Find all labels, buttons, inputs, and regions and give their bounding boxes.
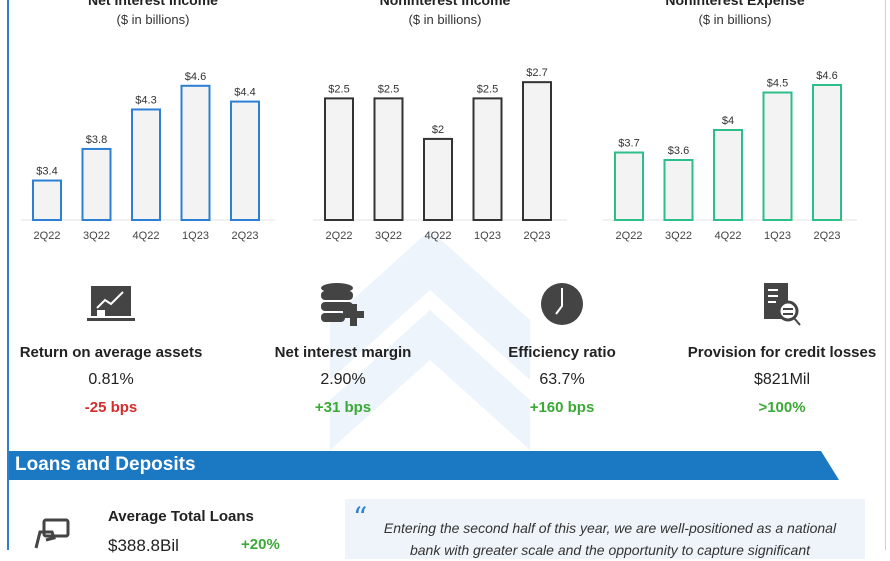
metric-value: 0.81% bbox=[88, 371, 134, 388]
x-tick-label: 1Q23 bbox=[474, 230, 501, 242]
bar bbox=[81, 147, 112, 222]
x-tick-label: 1Q23 bbox=[182, 230, 209, 242]
x-tick-label: 2Q22 bbox=[326, 230, 353, 242]
clock-icon bbox=[541, 283, 583, 325]
bar bbox=[762, 91, 793, 221]
document-search-icon bbox=[764, 283, 801, 326]
bar bbox=[373, 97, 404, 221]
bar bbox=[663, 159, 694, 221]
data-label: $2.7 bbox=[526, 67, 547, 79]
metric-value: 2.90% bbox=[320, 371, 366, 388]
data-label: $4 bbox=[722, 115, 734, 127]
left-border bbox=[7, 0, 9, 550]
x-tick-label: 4Q22 bbox=[133, 230, 160, 242]
data-label: $2 bbox=[432, 124, 444, 136]
bar bbox=[614, 151, 644, 221]
bar bbox=[230, 100, 260, 221]
metric-return-on-average-assets: Return on average assets 0.81% -25 bps bbox=[6, 280, 216, 416]
x-tick-label: 2Q23 bbox=[524, 230, 551, 242]
right-border bbox=[885, 0, 886, 550]
section-title: Loans and Deposits bbox=[15, 454, 196, 475]
metric-change: -25 bps bbox=[84, 399, 138, 416]
data-label: $2.5 bbox=[328, 83, 349, 95]
bar bbox=[713, 129, 743, 221]
bar bbox=[32, 179, 62, 222]
chart-title: Net Interest Income bbox=[88, 0, 218, 8]
data-label: $3.8 bbox=[86, 134, 107, 146]
chart-title: Noninterest Income bbox=[379, 0, 511, 8]
metric-label: Efficiency ratio bbox=[508, 344, 616, 361]
x-tick-label: 4Q22 bbox=[425, 230, 452, 242]
x-tick-label: 2Q22 bbox=[34, 230, 61, 242]
section-banner: Loans and Deposits bbox=[9, 451, 839, 480]
data-label: $4.5 bbox=[767, 78, 788, 90]
bar bbox=[131, 108, 161, 221]
bar bbox=[472, 97, 503, 221]
metric-label: Provision for credit losses bbox=[687, 344, 877, 361]
metric-label: Net interest margin bbox=[274, 344, 412, 361]
chart-board-icon bbox=[87, 286, 135, 321]
x-tick-label: 1Q23 bbox=[764, 230, 791, 242]
bar bbox=[423, 137, 453, 221]
x-tick-label: 3Q22 bbox=[375, 230, 402, 242]
metric-value: 63.7% bbox=[539, 371, 585, 388]
metric-label: Return on average assets bbox=[19, 344, 203, 361]
loan-change: +20% bbox=[241, 536, 280, 553]
metric-change: +160 bps bbox=[529, 399, 595, 416]
data-label: $3.4 bbox=[36, 166, 57, 178]
bar bbox=[812, 84, 842, 221]
data-label: $3.6 bbox=[668, 145, 689, 157]
metric-provision-credit-losses: Provision for credit losses $821Mil >100… bbox=[677, 280, 887, 416]
metric-change: >100% bbox=[758, 399, 806, 416]
chart-noninterest-expense: Noninterest Expense ($ in billions) $3.7… bbox=[595, 0, 875, 250]
quote-line: Entering the second half of this year, w… bbox=[383, 520, 837, 536]
metric-value: $821Mil bbox=[753, 371, 811, 388]
chart-subtitle: ($ in billions) bbox=[408, 12, 482, 27]
chart-subtitle: ($ in billions) bbox=[698, 12, 772, 27]
loan-value: $388.8Bil bbox=[108, 536, 179, 555]
bar bbox=[324, 97, 354, 221]
chart-title: Noninterest Expense bbox=[665, 0, 805, 8]
x-tick-label: 2Q22 bbox=[616, 230, 643, 242]
average-total-loans: Average Total Loans $388.8Bil +20% bbox=[108, 508, 280, 555]
quote-mark-icon: “ bbox=[353, 501, 368, 534]
metric-net-interest-margin: Net interest margin 2.90% +31 bps bbox=[238, 280, 448, 416]
data-label: $4.6 bbox=[816, 70, 837, 82]
data-label: $2.5 bbox=[378, 83, 399, 95]
data-label: $2.5 bbox=[477, 83, 498, 95]
data-label: $3.7 bbox=[618, 138, 639, 150]
metric-efficiency-ratio: Efficiency ratio 63.7% +160 bps bbox=[457, 280, 667, 416]
x-tick-label: 2Q23 bbox=[232, 230, 259, 242]
ceo-quote: “ Entering the second half of this year,… bbox=[345, 499, 865, 559]
x-tick-label: 3Q22 bbox=[665, 230, 692, 242]
loan-hand-icon bbox=[34, 518, 70, 549]
data-label: $4.4 bbox=[234, 87, 255, 99]
watermark-arrow-icon bbox=[330, 230, 530, 450]
chart-noninterest-income: Noninterest Income ($ in billions) $2.5 2… bbox=[305, 0, 585, 250]
metric-change: +31 bps bbox=[314, 399, 372, 416]
chart-net-interest-income: Net Interest Income ($ in billions) $3.4… bbox=[13, 0, 293, 250]
data-label: $4.3 bbox=[135, 94, 156, 106]
x-tick-label: 2Q23 bbox=[814, 230, 841, 242]
x-tick-label: 4Q22 bbox=[715, 230, 742, 242]
database-plus-icon bbox=[321, 283, 364, 326]
x-tick-label: 3Q22 bbox=[83, 230, 110, 242]
quote-line: bank with greater scale and the opportun… bbox=[409, 542, 811, 558]
bar bbox=[522, 81, 552, 222]
loan-label: Average Total Loans bbox=[108, 508, 254, 525]
data-label: $4.6 bbox=[185, 71, 206, 83]
chart-subtitle: ($ in billions) bbox=[116, 12, 190, 27]
bar bbox=[180, 84, 211, 221]
